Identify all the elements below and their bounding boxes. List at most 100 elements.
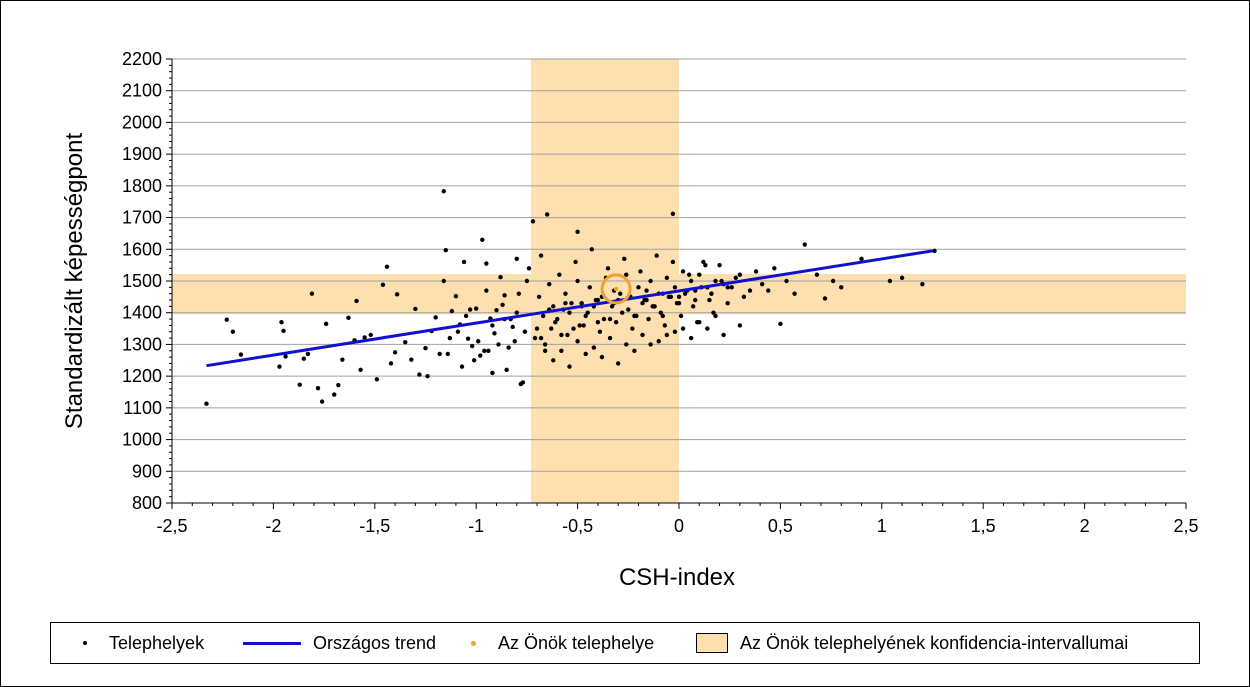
site-point [583, 351, 588, 357]
site-point [492, 331, 497, 336]
site-point [358, 367, 363, 372]
site-point [573, 259, 578, 265]
site-point [747, 288, 753, 293]
site-point [305, 351, 311, 357]
site-point [374, 377, 380, 382]
site-point [759, 281, 765, 287]
own-site-ring [600, 273, 632, 305]
site-point [737, 272, 743, 277]
own-site-point [613, 286, 619, 292]
site-point [613, 320, 619, 325]
site-point [624, 342, 629, 347]
site-point [676, 294, 682, 300]
site-point [792, 291, 797, 296]
site-point [336, 382, 341, 388]
site-point [650, 304, 655, 309]
site-point [646, 316, 651, 322]
site-point [441, 189, 446, 194]
site-point [609, 304, 615, 309]
site-point [354, 298, 359, 304]
site-point [725, 301, 730, 306]
site-point [601, 316, 607, 322]
site-point [516, 291, 521, 296]
site-point [319, 399, 325, 404]
site-point [445, 351, 451, 357]
site-point [672, 329, 678, 334]
site-point [559, 332, 564, 338]
site-point [368, 332, 373, 338]
x-tick-label: -2,5 [156, 516, 187, 536]
legend-item-points: Telephelyek [51, 623, 204, 663]
site-point [403, 340, 408, 345]
x-tick-label: -1,5 [359, 516, 390, 536]
site-point [571, 326, 576, 331]
site-point [587, 285, 592, 290]
site-point [678, 313, 684, 319]
site-point [283, 354, 288, 359]
site-point [581, 323, 586, 328]
site-point [778, 321, 783, 327]
x-tick-label: 1,5 [971, 516, 996, 536]
site-point [514, 310, 519, 315]
site-point [471, 358, 477, 363]
site-point [656, 339, 661, 344]
site-point [551, 304, 556, 309]
site-point [680, 326, 686, 331]
y-tick-label: 900 [132, 461, 162, 481]
site-point [569, 301, 574, 306]
trend-layer [206, 249, 933, 368]
site-point [733, 275, 738, 281]
site-point [459, 364, 465, 369]
x-axis-title: CSH-index [619, 564, 735, 591]
y-tick-label: 1000 [122, 430, 162, 450]
y-tick-label: 2200 [122, 49, 162, 69]
site-point [664, 275, 670, 281]
y-tick-label: 1900 [122, 144, 162, 164]
site-point [384, 264, 390, 269]
site-point [522, 329, 528, 334]
site-point [425, 373, 430, 379]
site-point [238, 352, 244, 357]
trend-line-icon [243, 641, 301, 645]
site-point [772, 266, 777, 271]
site-point [520, 380, 526, 385]
legend-own-site-label: Az Önök telephelye [498, 632, 655, 653]
y-tick-label: 1700 [122, 208, 162, 228]
y-tick-label: 1800 [122, 176, 162, 196]
site-point [536, 294, 542, 300]
site-point [557, 272, 562, 277]
site-point [830, 278, 836, 284]
site-point [814, 272, 820, 277]
site-point [591, 345, 597, 350]
site-point [802, 242, 807, 247]
site-point [589, 247, 594, 252]
site-point [717, 262, 722, 268]
x-tick-label: 0 [674, 516, 684, 536]
site-point [500, 302, 505, 307]
site-point [279, 320, 284, 325]
site-point [638, 269, 643, 274]
own-site-marker-icon [471, 640, 476, 646]
site-point [654, 253, 659, 258]
site-point [524, 278, 530, 284]
site-point [413, 306, 418, 312]
site-point [920, 281, 925, 287]
site-point [690, 304, 696, 309]
site-point [682, 291, 688, 296]
y-tick-label: 1400 [122, 303, 162, 323]
x-tick-label: -1 [468, 516, 484, 536]
trend-line [206, 249, 933, 368]
site-point [496, 342, 501, 347]
site-point [542, 342, 548, 347]
site-point [476, 339, 481, 344]
site-point [579, 301, 584, 306]
site-point [362, 335, 367, 340]
x-tick-label: -0,5 [562, 516, 593, 536]
site-point [660, 313, 665, 319]
site-point [530, 219, 536, 224]
y-tick-label: 2000 [122, 112, 162, 132]
site-point [721, 332, 726, 338]
site-point [486, 348, 491, 353]
site-point [693, 297, 698, 303]
site-point [688, 278, 694, 284]
